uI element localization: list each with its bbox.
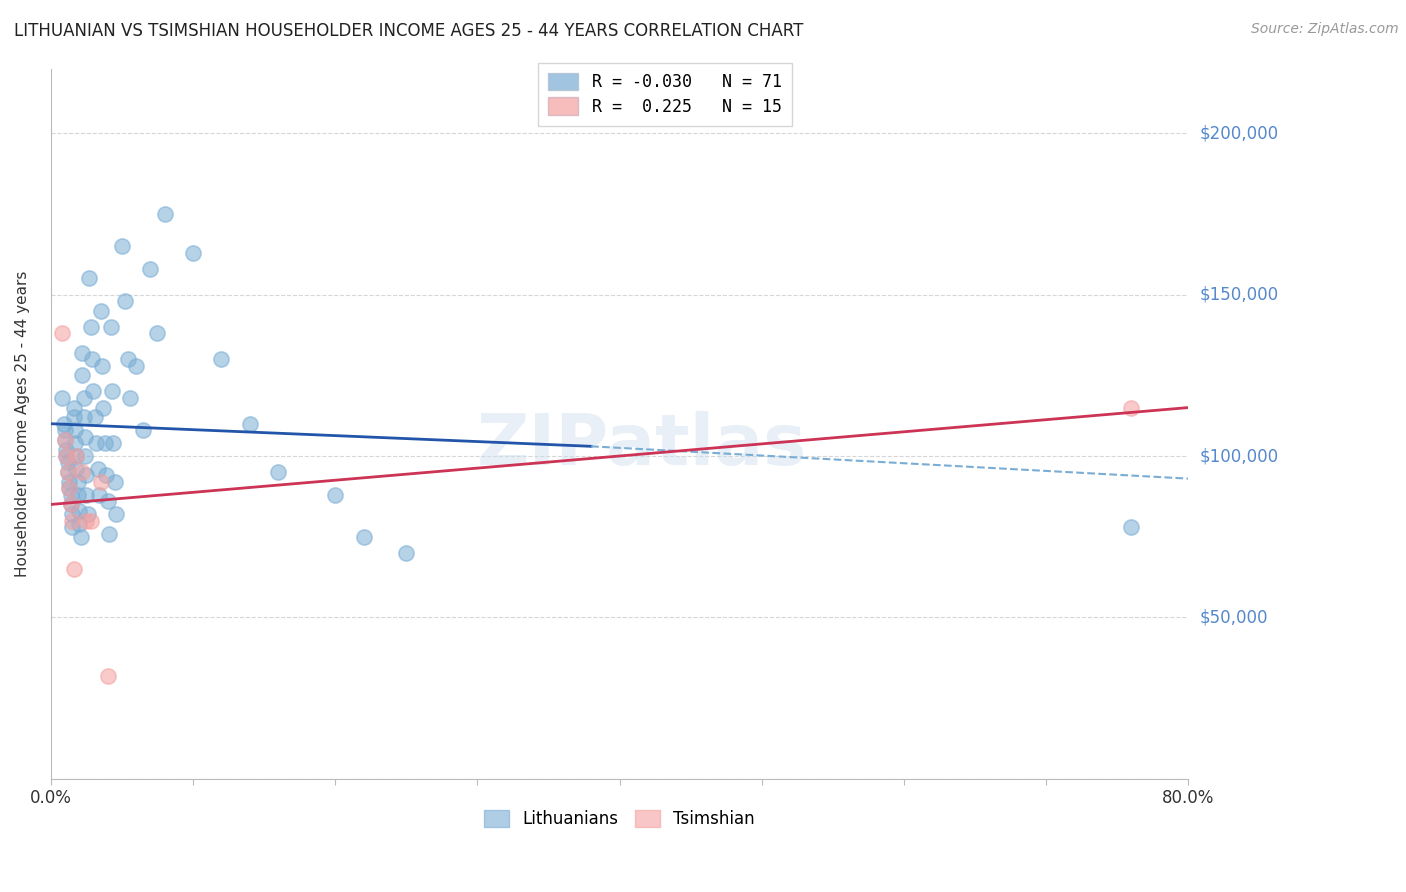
Legend: Lithuanians, Tsimshian: Lithuanians, Tsimshian: [478, 803, 762, 835]
Point: [51, 326, 73, 341]
Point: [79, 514, 101, 528]
Point: [103, 436, 125, 450]
Point: [62, 562, 84, 576]
Point: [267, 465, 290, 479]
Point: [53, 433, 76, 447]
Point: [58, 481, 80, 495]
Text: Source: ZipAtlas.com: Source: ZipAtlas.com: [1251, 22, 1399, 37]
Point: [56, 465, 79, 479]
Point: [59, 498, 82, 512]
Point: [97, 668, 120, 682]
Point: [1121, 520, 1143, 534]
Text: $150,000: $150,000: [1199, 285, 1278, 303]
Point: [87, 462, 110, 476]
Point: [105, 507, 128, 521]
Point: [51, 391, 73, 405]
Point: [117, 352, 139, 367]
Point: [77, 271, 100, 285]
Point: [84, 410, 107, 425]
Text: ZIPatlas: ZIPatlas: [477, 410, 807, 480]
Point: [60, 514, 83, 528]
Point: [62, 401, 84, 415]
Point: [66, 475, 89, 489]
Point: [76, 507, 98, 521]
Point: [94, 436, 117, 450]
Point: [132, 423, 155, 437]
Point: [65, 449, 87, 463]
Point: [125, 359, 148, 373]
Point: [73, 430, 96, 444]
Point: [55, 442, 77, 457]
Point: [111, 239, 134, 253]
Point: [146, 326, 169, 341]
Point: [65, 449, 87, 463]
Point: [55, 449, 77, 463]
Point: [93, 401, 115, 415]
Point: [75, 468, 97, 483]
Point: [58, 475, 80, 489]
Point: [53, 423, 76, 437]
Text: $200,000: $200,000: [1199, 124, 1278, 142]
Point: [72, 391, 94, 405]
Point: [120, 391, 142, 405]
Point: [72, 410, 94, 425]
Point: [104, 475, 127, 489]
Point: [62, 410, 84, 425]
Point: [59, 488, 82, 502]
Point: [63, 423, 86, 437]
Y-axis label: Householder Income Ages 25 - 44 years: Householder Income Ages 25 - 44 years: [15, 270, 30, 577]
Point: [96, 468, 118, 483]
Point: [239, 417, 262, 431]
Point: [56, 465, 79, 479]
Point: [353, 530, 375, 544]
Point: [55, 449, 77, 463]
Point: [97, 494, 120, 508]
Point: [101, 384, 124, 399]
Point: [56, 455, 79, 469]
Text: $50,000: $50,000: [1199, 608, 1268, 626]
Point: [58, 481, 80, 495]
Point: [323, 488, 346, 502]
Point: [1121, 401, 1143, 415]
Point: [90, 303, 112, 318]
Point: [91, 359, 114, 373]
Point: [52, 417, 75, 431]
Point: [80, 352, 103, 367]
Point: [70, 345, 93, 359]
Point: [153, 207, 176, 221]
Point: [67, 516, 90, 531]
Point: [75, 514, 97, 528]
Point: [65, 462, 87, 476]
Point: [114, 293, 136, 308]
Point: [63, 436, 86, 450]
Point: [59, 498, 82, 512]
Point: [53, 433, 76, 447]
Point: [67, 504, 90, 518]
Point: [69, 530, 91, 544]
Point: [70, 465, 93, 479]
Text: LITHUANIAN VS TSIMSHIAN HOUSEHOLDER INCOME AGES 25 - 44 YEARS CORRELATION CHART: LITHUANIAN VS TSIMSHIAN HOUSEHOLDER INCO…: [14, 22, 803, 40]
Point: [73, 449, 96, 463]
Point: [82, 384, 104, 399]
Text: $100,000: $100,000: [1199, 447, 1278, 465]
Point: [86, 436, 108, 450]
Point: [60, 507, 83, 521]
Point: [70, 368, 93, 383]
Point: [395, 546, 418, 560]
Point: [90, 475, 112, 489]
Point: [211, 352, 233, 367]
Point: [98, 526, 121, 541]
Point: [60, 520, 83, 534]
Point: [100, 319, 122, 334]
Point: [66, 488, 89, 502]
Point: [75, 488, 97, 502]
Point: [181, 245, 204, 260]
Point: [89, 488, 111, 502]
Point: [79, 319, 101, 334]
Point: [139, 261, 162, 276]
